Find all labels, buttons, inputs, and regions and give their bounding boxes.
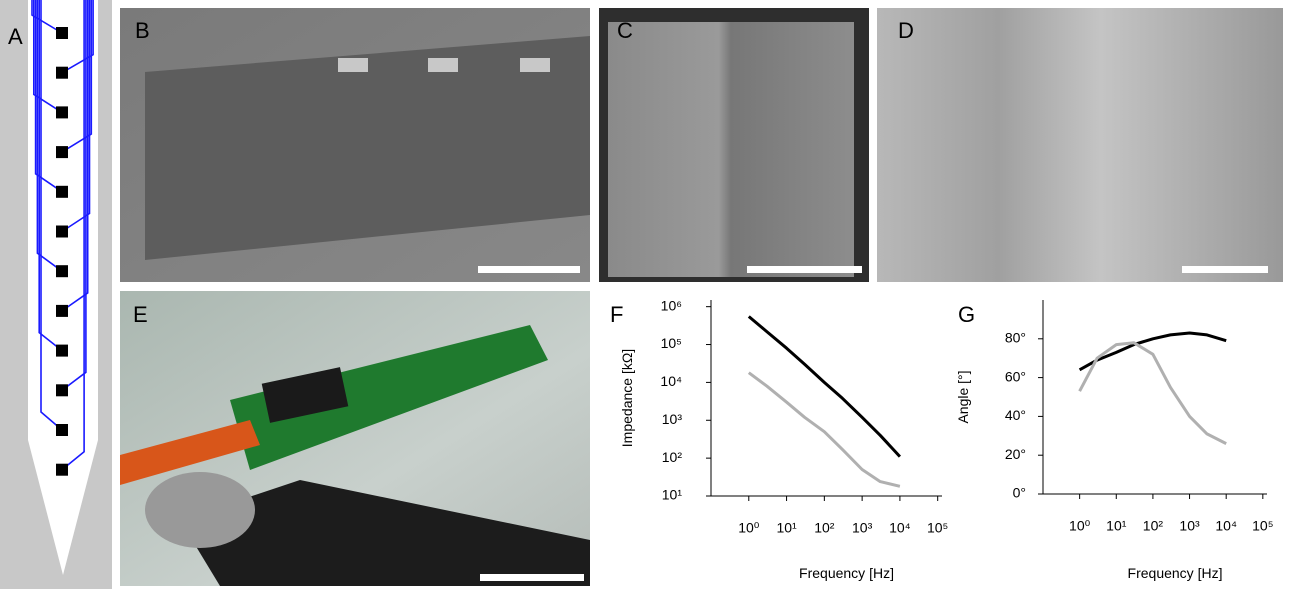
y-tick-label: 80°: [1005, 330, 1026, 346]
scale-bar: [747, 266, 862, 273]
electrode-site: [56, 384, 68, 396]
y-tick-label: 10⁴: [660, 373, 682, 389]
panel-label: C: [617, 18, 633, 43]
y-tick-label: 20°: [1005, 446, 1026, 462]
y-tick-label: 0°: [1013, 485, 1026, 501]
sem-pad: [428, 58, 458, 72]
x-tick-label: 10⁴: [1215, 518, 1237, 534]
x-tick-label: 10¹: [776, 520, 797, 536]
series-line: [1080, 333, 1227, 370]
scale-bar: [478, 266, 580, 273]
electrode-site: [56, 305, 68, 317]
panel-label: B: [135, 18, 150, 43]
y-axis-label: Angle [°]: [955, 370, 971, 423]
panel-label: G: [958, 302, 975, 327]
sem-image: [877, 8, 1283, 282]
x-tick-label: 10⁵: [1252, 518, 1273, 534]
x-tick-label: 10¹: [1106, 518, 1127, 534]
panel-label: E: [133, 302, 148, 327]
series-line: [749, 373, 900, 487]
electrode-site: [56, 67, 68, 79]
electrode-site: [56, 226, 68, 238]
x-tick-label: 10³: [852, 520, 873, 536]
panel-label: A: [8, 24, 23, 49]
electrode-site: [56, 424, 68, 436]
figure: A B C D E F G 10⁰ 10¹ 10² 10³ 10⁴ 10⁵ 10¹ 10² 10…: [0, 0, 1291, 589]
y-tick-label: 10⁵: [661, 335, 682, 351]
electrode-site: [56, 106, 68, 118]
probe-diagram: [0, 0, 112, 589]
x-axis-label: Frequency [Hz]: [1128, 565, 1223, 581]
scale-bar: [1182, 266, 1268, 273]
page: A B C D E F G 10⁰ 10¹ 10² 10³ 10⁴ 10⁵ 10¹ 10² 10…: [0, 0, 1291, 594]
y-tick-label: 10¹: [662, 487, 683, 503]
electrode-site: [56, 265, 68, 277]
x-tick-label: 10⁵: [927, 520, 948, 536]
y-tick-label: 10³: [662, 411, 683, 427]
series-line: [749, 317, 900, 457]
electrode-site: [56, 464, 68, 476]
sem-pad: [338, 58, 368, 72]
sem-pad: [520, 58, 550, 72]
y-tick-label: 10⁶: [661, 297, 682, 313]
y-tick-label: 10²: [662, 449, 683, 465]
x-axis-label: Frequency [Hz]: [799, 565, 894, 581]
scale-bar: [480, 574, 584, 581]
electrode-site: [56, 146, 68, 158]
photo-plug: [145, 472, 255, 548]
sem-electrode: [608, 22, 854, 277]
x-tick-label: 10²: [1143, 518, 1164, 534]
y-axis-label: Impedance [kΩ]: [619, 349, 635, 447]
y-tick-label: 60°: [1005, 368, 1026, 384]
x-tick-label: 10²: [814, 520, 835, 536]
x-tick-label: 10⁰: [738, 520, 760, 536]
x-tick-label: 10⁰: [1069, 518, 1091, 534]
y-tick-label: 40°: [1005, 407, 1026, 423]
x-tick-label: 10³: [1179, 518, 1200, 534]
panel-label: F: [610, 302, 623, 327]
electrode-site: [56, 186, 68, 198]
x-tick-label: 10⁴: [889, 520, 911, 536]
panel-label: D: [898, 18, 914, 43]
electrode-site: [56, 345, 68, 357]
electrode-site: [56, 27, 68, 39]
